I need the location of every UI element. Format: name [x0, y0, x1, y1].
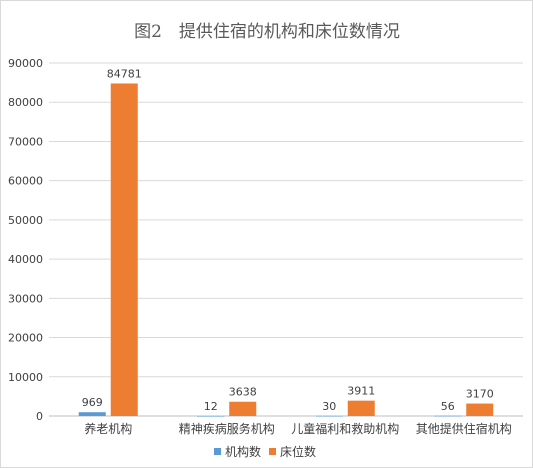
x-tick-label: 其他提供住宿机构	[416, 421, 512, 436]
data-label: 30	[322, 400, 336, 413]
data-label: 969	[82, 396, 103, 409]
x-axis: 养老机构 精神疾病服务机构 儿童福利和救助机构 其他提供住宿机构	[84, 421, 512, 436]
bar-beds	[466, 403, 494, 416]
y-tick-label: 60000	[8, 175, 43, 188]
y-tick-label: 90000	[8, 57, 43, 70]
bar-institutions	[315, 415, 343, 417]
y-tick-label: 50000	[8, 214, 43, 227]
y-tick-label: 30000	[8, 292, 43, 305]
legend: 机构数 床位数	[214, 444, 316, 459]
x-tick-label: 养老机构	[84, 421, 132, 436]
bar-institutions	[434, 415, 462, 417]
bar-beds	[110, 83, 138, 416]
y-tick-label: 80000	[8, 96, 43, 109]
chart-title: 图2 提供住宿的机构和床位数情况	[134, 22, 400, 42]
y-tick-label: 70000	[8, 135, 43, 148]
bar-institutions	[197, 415, 225, 417]
y-tick-label: 10000	[8, 371, 43, 384]
y-tick-label: 40000	[8, 253, 43, 266]
legend-swatch	[269, 448, 276, 455]
legend-entry: 床位数	[280, 444, 316, 459]
bar-beds	[347, 400, 375, 416]
x-tick-label: 儿童福利和救助机构	[291, 421, 399, 436]
data-label: 3911	[347, 385, 375, 398]
x-tick-label: 精神疾病服务机构	[179, 421, 275, 436]
legend-entry: 机构数	[225, 444, 261, 459]
data-label: 3638	[229, 386, 257, 399]
bar-beds	[229, 401, 257, 416]
legend-swatch	[214, 448, 221, 455]
y-axis: 0 10000 20000 30000 40000 50000 60000 70000 8000…	[8, 57, 43, 423]
data-label: 56	[441, 400, 455, 413]
data-label: 3170	[466, 388, 494, 401]
data-label: 12	[204, 400, 218, 413]
bars	[78, 83, 494, 417]
data-label: 84781	[107, 67, 142, 80]
bar-institutions	[78, 412, 106, 416]
y-tick-label: 0	[36, 410, 43, 423]
data-labels: 969 84781 12 3638 30 3911 56 3170	[82, 67, 494, 412]
y-tick-label: 20000	[8, 332, 43, 345]
